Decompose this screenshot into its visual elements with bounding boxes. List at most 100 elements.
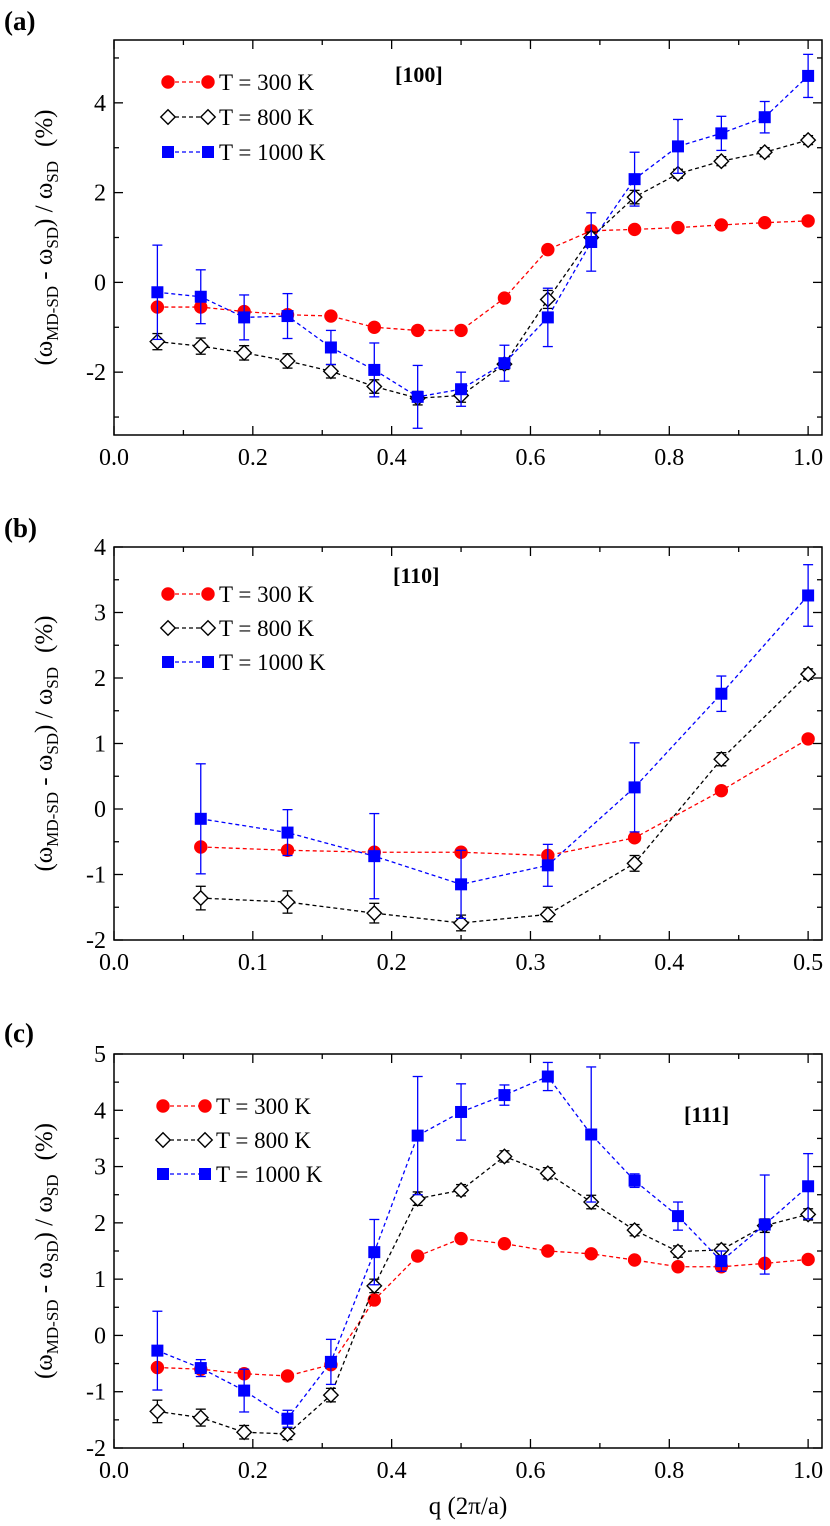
legend-marker — [198, 1099, 212, 1113]
data-point — [496, 1148, 513, 1165]
data-point — [367, 1293, 381, 1307]
chart-panel-1: 0.0 0.2 0.4 0.6 0.8 1.0 -2 0 2 4 (a) [100] (ωMD-SD -… — [4, 6, 823, 471]
y-tick-label: 5 — [94, 1042, 106, 1068]
direction-label: [111] — [684, 1102, 729, 1127]
data-point — [539, 1165, 557, 1182]
x-tick-label: 0.3 — [515, 950, 545, 976]
y-tick-label: 1 — [94, 1267, 106, 1293]
legend-marker — [201, 587, 215, 601]
x-tick-label: 0.0 — [99, 1458, 129, 1484]
x-tick-label: 0.4 — [377, 1458, 407, 1484]
data-point — [192, 889, 209, 907]
series-1000K — [194, 564, 815, 920]
data-point — [235, 344, 253, 362]
legend-marker — [162, 146, 174, 158]
data-point — [541, 1244, 555, 1258]
series-1000K — [151, 53, 815, 429]
data-point — [194, 290, 207, 303]
y-tick-label: -2 — [86, 360, 106, 386]
legend-marker — [156, 1099, 170, 1113]
y-tick-label: -1 — [86, 1380, 106, 1406]
legend-marker — [157, 1168, 169, 1180]
legend-entry: T = 800 K — [219, 105, 314, 130]
data-point — [628, 1174, 641, 1187]
legend-marker — [199, 108, 217, 126]
data-point — [324, 1355, 337, 1368]
data-point — [801, 214, 815, 228]
series-line — [157, 75, 809, 398]
data-point — [238, 1384, 251, 1397]
series-line — [157, 1075, 809, 1420]
legend-marker — [159, 108, 177, 126]
x-tick-label: 1.0 — [793, 445, 823, 471]
data-point — [584, 1247, 598, 1261]
data-point — [455, 878, 468, 891]
data-point — [410, 323, 425, 338]
x-tick-label: 0.8 — [654, 445, 684, 471]
data-point — [627, 222, 642, 237]
data-point — [541, 311, 554, 324]
data-point — [756, 144, 773, 161]
series-line — [157, 139, 809, 399]
x-tick-label: 0.8 — [654, 1458, 684, 1484]
data-point — [281, 310, 294, 323]
x-tick-label: 1.0 — [793, 1458, 823, 1484]
y-tick-label: -2 — [86, 928, 106, 954]
y-tick-label: 3 — [94, 601, 106, 627]
legend: T = 300 K T = 800 K T = 1000 K — [154, 1094, 323, 1187]
data-point — [497, 291, 512, 305]
legend-marker — [161, 587, 175, 601]
data-point — [279, 1425, 296, 1443]
data-point — [367, 320, 381, 334]
y-axis-label: (ωMD-SD - ωSD) / ωSD(%) — [31, 1123, 62, 1379]
chart-panel-3: 0.0 0.2 0.4 0.6 0.8 1.0 -2 -1 0 1 2 3 4 5 (c) [111] (ωMD… — [4, 1018, 823, 1484]
data-point — [498, 357, 511, 370]
data-point — [455, 383, 468, 396]
data-point — [671, 1260, 685, 1274]
data-point — [713, 153, 730, 170]
legend: T = 300 K T = 800 K T = 1000 K — [159, 582, 326, 675]
data-point — [758, 215, 772, 230]
data-point — [626, 1221, 643, 1239]
legend-marker — [202, 656, 214, 668]
x-tick-label: 0.1 — [238, 950, 268, 976]
legend-marker — [201, 75, 215, 89]
data-point — [671, 1210, 684, 1223]
panel-label: (a) — [4, 6, 35, 36]
data-point — [801, 1252, 815, 1267]
panel-label: (c) — [4, 1018, 34, 1048]
x-tick-label: 0.6 — [515, 1458, 545, 1484]
data-point — [324, 309, 338, 323]
x-axis-label: q (2π/a) — [429, 1493, 508, 1520]
x-tick-label: 0.5 — [793, 950, 823, 976]
series-line — [157, 1155, 809, 1435]
data-point — [192, 337, 209, 355]
data-point — [628, 781, 641, 794]
legend-marker — [154, 1131, 172, 1149]
data-point — [454, 1231, 468, 1246]
x-tick-label: 0.2 — [377, 950, 407, 976]
data-point — [322, 363, 340, 380]
y-axis-label: (ωMD-SD - ωSD) / ωSD(%) — [31, 109, 62, 365]
data-point — [541, 242, 555, 257]
data-point — [497, 1236, 512, 1251]
data-point — [281, 1412, 294, 1425]
y-tick-label: 0 — [94, 1323, 106, 1349]
y-tick-label: -1 — [86, 863, 106, 889]
data-point — [452, 914, 470, 932]
data-point — [539, 906, 557, 923]
legend-marker — [162, 656, 174, 668]
legend-entry: T = 1000 K — [216, 1162, 323, 1187]
data-point — [799, 665, 817, 683]
legend-marker — [202, 146, 214, 158]
data-point — [627, 1253, 642, 1267]
legend-entry: T = 300 K — [219, 70, 314, 95]
series-300K — [194, 732, 815, 863]
series-300K — [150, 214, 815, 338]
series-800K — [192, 665, 817, 932]
y-tick-label: 4 — [94, 91, 106, 117]
data-point — [324, 341, 337, 354]
x-tick-label: 0.4 — [377, 445, 407, 471]
data-point — [626, 855, 643, 872]
